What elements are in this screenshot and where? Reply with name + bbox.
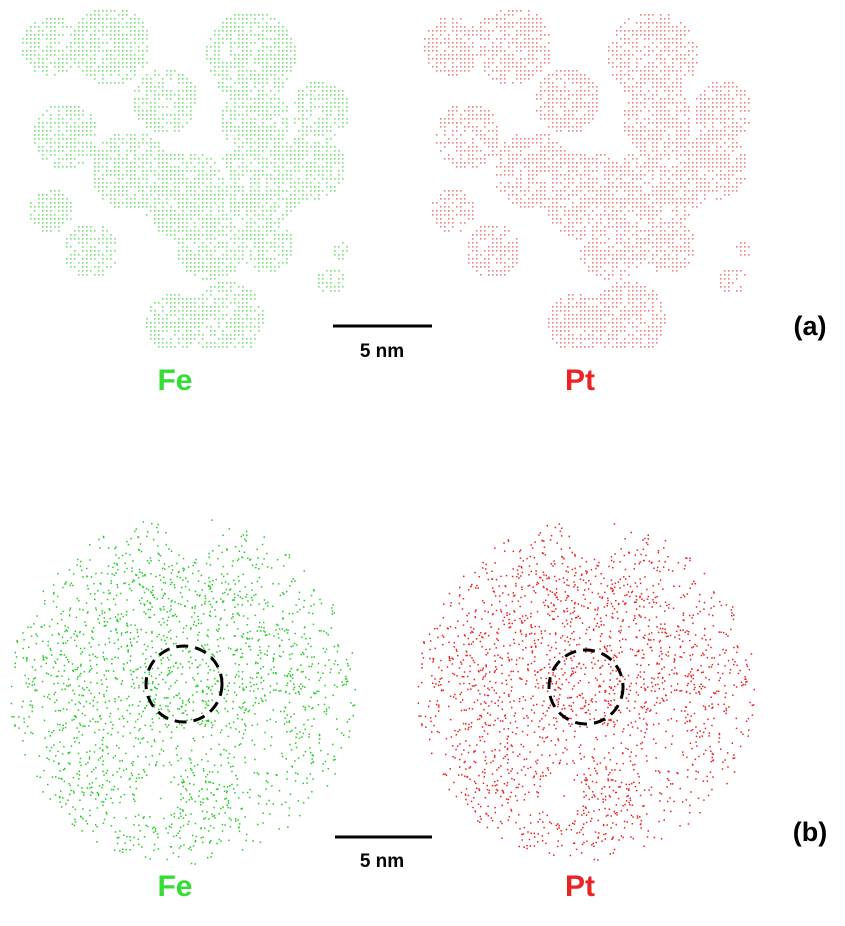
scale-bar-label: 5 nm xyxy=(360,341,404,362)
scale-bar-label: 5 nm xyxy=(360,851,404,872)
atom-dots xyxy=(418,523,755,861)
atom-dots xyxy=(11,519,356,864)
panel-label: (b) xyxy=(793,817,827,847)
element-label: Fe xyxy=(157,870,192,903)
atom-dots xyxy=(424,10,750,348)
element-label: Pt xyxy=(565,364,595,397)
atom-maps xyxy=(11,10,755,865)
element-label: Fe xyxy=(157,364,192,397)
element-label: Pt xyxy=(565,870,595,903)
figure: 5 nm (a) Fe Pt 5 nm (b) Fe Pt xyxy=(0,0,845,926)
atom-dots xyxy=(22,10,348,348)
panel-label: (a) xyxy=(794,311,827,341)
